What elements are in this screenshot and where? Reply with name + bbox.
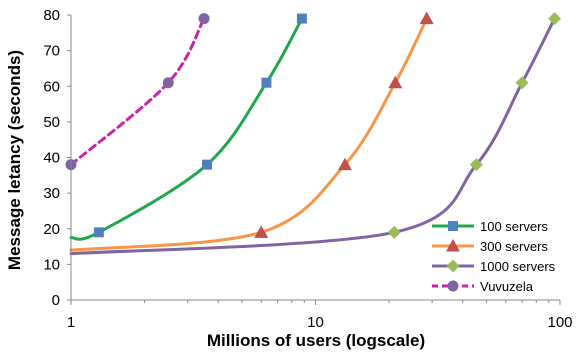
point-100-servers-marker — [93, 227, 104, 238]
legend-label: 100 servers — [480, 219, 548, 234]
series-300-servers — [69, 11, 434, 252]
point-1000-servers-marker — [548, 12, 562, 26]
y-tick-label: 70 — [43, 43, 60, 60]
y-tick-label: 50 — [43, 114, 60, 131]
legend-entry-300-servers: 300 servers — [432, 239, 548, 254]
legend-label: 1000 servers — [480, 259, 556, 274]
point-100-servers-marker — [296, 13, 307, 24]
legend-marker — [446, 259, 460, 273]
series-vuvuzela — [65, 13, 210, 171]
plot-area — [65, 11, 562, 256]
point-1000-servers-marker — [515, 76, 529, 90]
point-300-servers-marker — [337, 157, 352, 171]
point-vuvuzela-marker — [198, 13, 210, 25]
series-line-300-servers — [69, 17, 429, 252]
y-tick-label: 80 — [43, 7, 60, 24]
y-tick-label: 30 — [43, 185, 60, 202]
x-axis-title: Millions of users (logscale) — [207, 331, 425, 350]
point-1000-servers-marker — [469, 158, 483, 172]
y-tick-label: 60 — [43, 78, 60, 95]
y-axis-title: Message letancy (seconds) — [5, 50, 24, 270]
legend-label: Vuvuzela — [480, 279, 534, 294]
point-1000-servers-marker — [387, 225, 401, 239]
series-line-vuvuzela — [69, 17, 206, 167]
y-tick-label: 40 — [43, 150, 60, 167]
y-tick-label: 10 — [43, 256, 60, 273]
axes: 0 10 20 30 40 50 60 70 80 1 10 100 — [43, 7, 572, 331]
series-1000-servers — [69, 12, 562, 256]
point-300-servers-marker — [254, 225, 269, 238]
point-100-servers-marker — [261, 77, 272, 88]
legend-entry-vuvuzela: Vuvuzela — [432, 279, 534, 294]
legend-marker — [447, 280, 459, 292]
legend-entry-1000-servers: 1000 servers — [432, 259, 556, 274]
y-tick-label: 0 — [52, 292, 60, 309]
series-line-100-servers — [69, 17, 304, 241]
x-tick-label: 1 — [67, 314, 75, 331]
point-100-servers-marker — [202, 159, 213, 170]
legend-entry-100-servers: 100 servers — [432, 219, 548, 234]
legend-marker — [446, 239, 460, 252]
point-300-servers-marker — [419, 11, 434, 25]
point-vuvuzela-marker — [162, 77, 174, 89]
x-tick-label: 100 — [547, 314, 572, 331]
legend-marker — [448, 221, 458, 231]
point-300-servers-marker — [388, 75, 403, 89]
series-100-servers — [69, 13, 307, 241]
y-tick-label: 20 — [43, 221, 60, 238]
x-tick-label: 10 — [307, 314, 324, 331]
legend-label: 300 servers — [480, 239, 548, 254]
legend: 100 servers 300 servers 1000 servers Vuvuze… — [432, 219, 556, 294]
